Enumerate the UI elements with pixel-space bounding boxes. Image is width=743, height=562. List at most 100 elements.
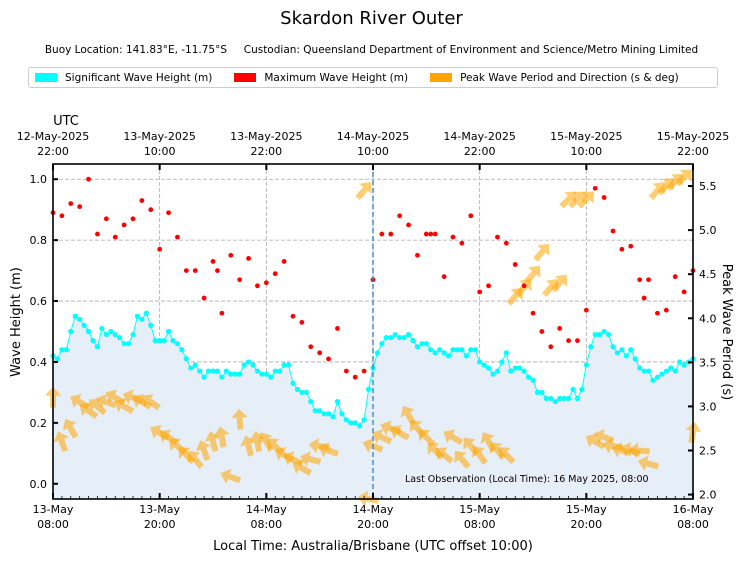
x-tick-label-date: 16-May: [673, 503, 714, 516]
y-tick-label: 0.2: [30, 417, 48, 430]
legend-item-significant: Significant Wave Height (m): [35, 72, 212, 84]
peak-period-arrow: [53, 431, 69, 453]
peak-period-arrow: [318, 442, 339, 458]
maximum-wave-point: [663, 307, 669, 313]
arrow-shape: [220, 468, 242, 484]
peak-period-arrow: [390, 424, 410, 441]
maximum-wave-point: [86, 176, 91, 182]
y-tick-label: 0.6: [30, 295, 48, 308]
significant-wave-point: [432, 350, 438, 356]
arrow-shape: [355, 182, 372, 201]
significant-wave-point: [512, 365, 518, 371]
significant-wave-point: [188, 365, 194, 371]
maximum-wave-point: [432, 231, 438, 237]
arrow-shape: [418, 429, 436, 447]
significant-wave-point: [165, 328, 172, 335]
significant-wave-point: [77, 316, 83, 322]
x-tick-label-time: 08:00: [677, 518, 709, 531]
top-tick-label-date: 14-May-2025: [443, 130, 515, 143]
significant-wave-point: [548, 395, 554, 402]
maximum-wave-point: [326, 356, 331, 362]
legend-swatch-maximum: [234, 73, 257, 82]
significant-wave-point: [54, 356, 61, 362]
significant-wave-point: [397, 334, 403, 341]
peak-period-arrow: [292, 460, 313, 476]
significant-wave-point: [228, 371, 234, 377]
significant-wave-point: [152, 338, 158, 344]
maximum-wave-points: [50, 176, 696, 380]
significant-wave-point: [405, 331, 412, 338]
maximum-wave-point: [530, 310, 536, 316]
maximum-wave-point: [575, 338, 580, 344]
top-tick-label-time: 22:00: [464, 145, 496, 158]
maximum-wave-point: [646, 277, 651, 283]
y-tick-label: 0.4: [30, 356, 48, 369]
significant-wave-point: [179, 347, 185, 353]
maximum-wave-point: [557, 326, 563, 331]
arrow-shape: [454, 450, 471, 469]
significant-wave-point: [645, 368, 652, 374]
arrow-shape: [95, 393, 117, 409]
significant-wave-point: [663, 368, 669, 374]
legend-label-peak: Peak Wave Period and Direction (s & deg): [460, 71, 679, 84]
significant-wave-point: [565, 395, 572, 402]
maximum-wave-point: [308, 344, 314, 350]
y2-tick-label: 2.5: [699, 445, 717, 458]
y2-tick-label: 5.0: [699, 224, 717, 237]
significant-wave-point: [650, 377, 656, 383]
significant-wave-point: [277, 368, 283, 374]
significant-wave-point: [290, 380, 296, 386]
top-tick-label-time: 10:00: [144, 145, 176, 158]
significant-wave-point: [299, 389, 305, 396]
significant-wave-point: [579, 386, 585, 392]
significant-wave-point: [388, 334, 394, 341]
significant-wave-point: [468, 347, 474, 353]
peak-period-arrow: [195, 440, 211, 461]
peak-period-arrow: [666, 173, 684, 191]
significant-wave-point: [485, 365, 492, 371]
legend: Significant Wave Height (m) Maximum Wave…: [28, 67, 718, 88]
significant-wave-point: [619, 347, 625, 353]
peak-period-arrow: [204, 431, 221, 453]
arrow-shape: [187, 450, 204, 469]
significant-wave-point: [392, 331, 398, 338]
maximum-wave-point: [361, 368, 367, 374]
significant-wave-point: [414, 344, 421, 350]
maximum-wave-point: [637, 277, 643, 283]
maximum-wave-point: [112, 234, 118, 240]
significant-wave-point: [681, 362, 687, 368]
peak-period-arrow: [568, 191, 586, 209]
significant-wave-point: [525, 374, 532, 380]
y-tick-label: 0.0: [30, 478, 48, 491]
significant-wave-point: [574, 395, 581, 402]
peak-period-arrow: [628, 442, 650, 459]
significant-wave-point: [219, 374, 225, 380]
significant-wave-point: [623, 353, 629, 359]
significant-wave-point: [241, 362, 247, 368]
peak-period-arrow: [141, 394, 161, 411]
significant-wave-point: [201, 374, 207, 380]
significant-wave-point: [139, 316, 145, 322]
y2-tick-label: 3.5: [699, 356, 717, 369]
significant-wave-point: [521, 368, 527, 374]
arrow-shape: [79, 403, 99, 420]
chart-title: Skardon River Outer: [280, 8, 463, 29]
significant-wave-point: [117, 334, 123, 341]
significant-wave-point: [250, 362, 256, 368]
arrow-shape: [498, 447, 516, 465]
peak-period-arrow: [577, 191, 595, 209]
axes: 0.0 0.2 0.4 0.6 0.8 1.0 2.0 2.5 3.0 3.5 4.0 4.5 5.0 5…: [17, 130, 729, 531]
maximum-wave-point: [441, 274, 447, 280]
y-tick-label: 0.8: [30, 234, 48, 247]
maximum-wave-point: [299, 319, 305, 325]
significant-wave-point: [268, 374, 274, 380]
maximum-wave-point: [423, 231, 429, 237]
significant-wave-point: [99, 325, 105, 332]
x-tick-label-time: 08:00: [250, 518, 282, 531]
x-tick-label-date: 13-May: [139, 503, 180, 516]
peak-period-arrow: [454, 450, 471, 469]
significant-wave-point: [157, 338, 163, 344]
x-tick-label-date: 13-May: [33, 503, 74, 516]
significant-wave-point: [401, 334, 407, 341]
maximum-wave-point: [583, 307, 589, 313]
